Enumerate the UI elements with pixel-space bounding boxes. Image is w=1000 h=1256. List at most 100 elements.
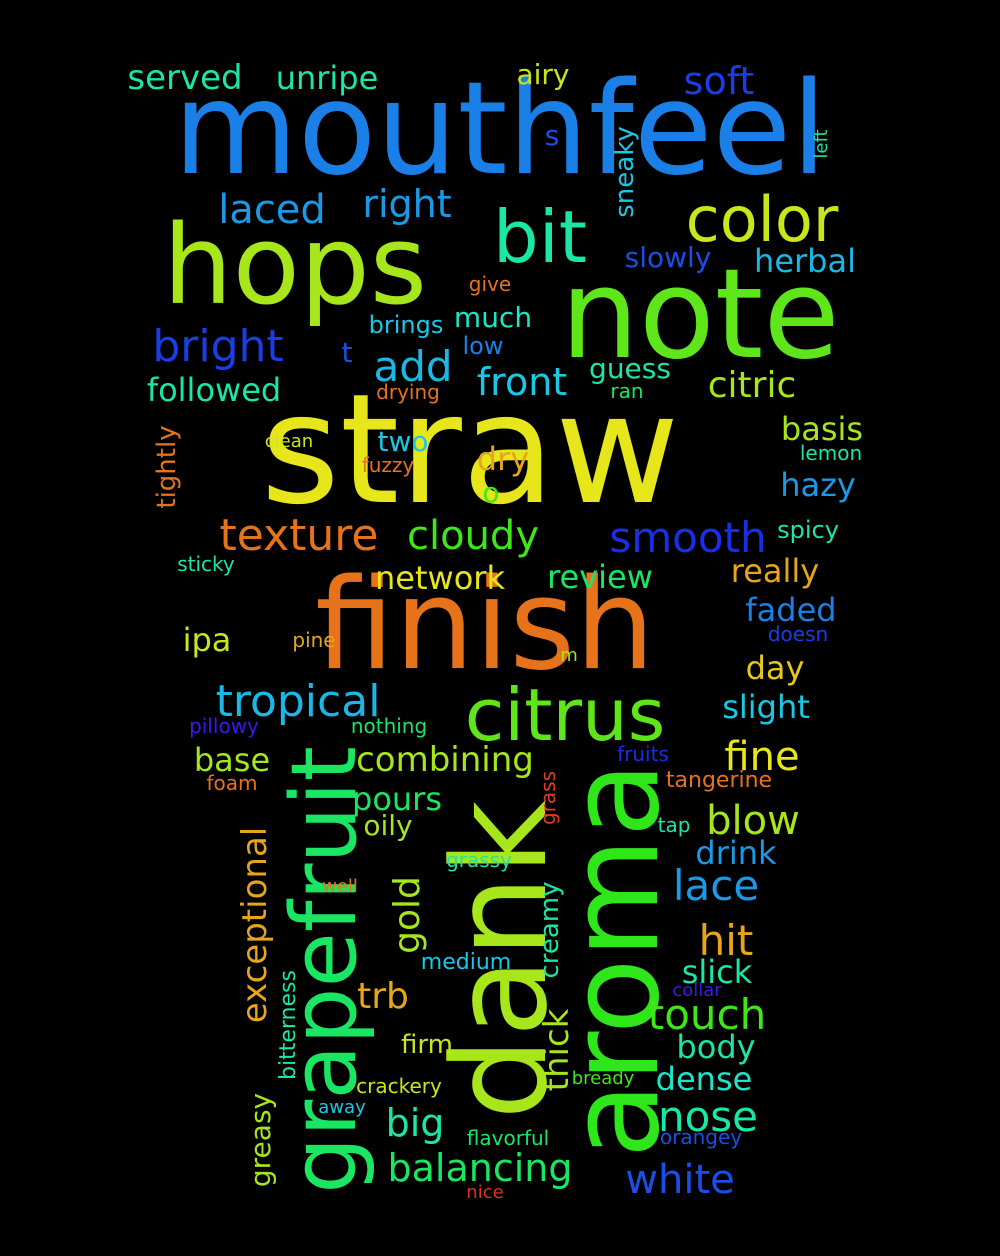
word-served: served xyxy=(127,58,243,98)
word-collar: collar xyxy=(672,980,722,1001)
word-body: body xyxy=(676,1028,756,1066)
word-fine: fine xyxy=(724,734,800,780)
word-o: o xyxy=(482,476,500,509)
word-ipa: ipa xyxy=(182,621,232,659)
word-pine: pine xyxy=(292,628,336,652)
word-note: note xyxy=(560,243,840,387)
word-review: review xyxy=(547,558,653,596)
word-brings: brings xyxy=(368,311,444,339)
word-medium: medium xyxy=(420,950,512,975)
word-two: two xyxy=(377,425,429,458)
word-right: right xyxy=(362,182,452,226)
word-front: front xyxy=(476,360,568,404)
word-hops: hops xyxy=(162,201,428,329)
word-sneaky: sneaky xyxy=(610,126,640,218)
word-citric: citric xyxy=(707,365,797,406)
word-slight: slight xyxy=(722,688,810,726)
word-basis: basis xyxy=(780,410,864,448)
word-ran: ran xyxy=(610,379,644,403)
word-fuzzy: fuzzy xyxy=(361,453,415,477)
word-pillowy: pillowy xyxy=(189,714,259,738)
word-bit: bit xyxy=(493,195,587,279)
word-hazy: hazy xyxy=(780,466,856,504)
word-dry: dry xyxy=(476,440,530,478)
word-drink: drink xyxy=(695,834,777,872)
word-t: t xyxy=(341,336,353,369)
word-orangey: orangey xyxy=(659,1125,743,1149)
word-hit: hit xyxy=(698,916,754,965)
word-give: give xyxy=(468,272,512,296)
word-finish: finish xyxy=(315,551,655,698)
word-add: add xyxy=(373,342,453,391)
word-unripe: unripe xyxy=(275,59,379,97)
word-fruits: fruits xyxy=(617,742,669,766)
word-network: network xyxy=(375,559,505,597)
word-smooth: smooth xyxy=(609,513,767,562)
word-clean: clean xyxy=(264,431,314,452)
word-straw: straw xyxy=(260,361,680,538)
word-bready: bready xyxy=(571,1068,635,1089)
word-balancing: balancing xyxy=(387,1146,573,1190)
word-slowly: slowly xyxy=(624,241,712,274)
word-spicy: spicy xyxy=(777,516,839,544)
word-pours: pours xyxy=(352,780,442,818)
word-crackery: crackery xyxy=(356,1074,442,1098)
word-slick: slick xyxy=(681,953,753,991)
word-really: really xyxy=(730,552,820,590)
word-tropical: tropical xyxy=(215,676,381,727)
word-grass: grass xyxy=(536,770,560,826)
word-drying: drying xyxy=(376,380,440,404)
word-s: s xyxy=(544,119,560,152)
word-airy: airy xyxy=(516,58,570,91)
word-touch: touch xyxy=(647,990,767,1039)
word-nice: nice xyxy=(466,1182,504,1203)
word-nose: nose xyxy=(657,1092,759,1141)
word-gold: gold xyxy=(387,876,428,954)
word-base: base xyxy=(193,741,271,779)
word-laced: laced xyxy=(218,187,326,233)
word-white: white xyxy=(625,1157,735,1203)
word-well: well xyxy=(322,876,358,897)
word-lemon: lemon xyxy=(799,441,863,465)
word-combining: combining xyxy=(356,740,534,780)
word-bright: bright xyxy=(152,321,284,372)
word-mouthfeel: mouthfeel xyxy=(173,55,827,204)
word-away: away xyxy=(318,1097,366,1118)
word-much: much xyxy=(453,301,533,334)
word-texture: texture xyxy=(219,510,379,561)
word-citrus: citrus xyxy=(464,673,666,757)
word-color: color xyxy=(685,183,839,256)
word-firm: firm xyxy=(401,1030,453,1060)
word-greasy: greasy xyxy=(244,1092,277,1188)
word-blow: blow xyxy=(706,798,800,844)
word-soft: soft xyxy=(683,59,755,103)
word-grassy: grassy xyxy=(446,848,512,872)
word-tightly: tightly xyxy=(152,425,182,509)
word-exceptional: exceptional xyxy=(235,826,275,1024)
word-sticky: sticky xyxy=(177,552,235,576)
word-tap: tap xyxy=(657,813,691,837)
word-creamy: creamy xyxy=(535,881,565,979)
word-doesn: doesn xyxy=(767,622,829,646)
word-low: low xyxy=(462,332,504,360)
word-trb: trb xyxy=(357,976,409,1017)
word-foam: foam xyxy=(206,771,258,795)
word-cloudy: cloudy xyxy=(407,513,539,559)
word-faded: faded xyxy=(745,591,837,629)
word-big: big xyxy=(385,1101,445,1145)
word-day: day xyxy=(745,649,805,687)
word-m: m xyxy=(560,645,578,666)
word-dense: dense xyxy=(655,1060,753,1098)
word-guess: guess xyxy=(589,352,671,385)
word-nothing: nothing xyxy=(350,714,428,738)
word-lace: lace xyxy=(672,861,760,910)
word-thick: thick xyxy=(537,1008,577,1092)
word-bitterness: bitterness xyxy=(276,970,301,1080)
word-flavorful: flavorful xyxy=(466,1126,550,1150)
word-left: left xyxy=(811,129,832,159)
word-oily: oily xyxy=(363,809,413,842)
word-herbal: herbal xyxy=(754,242,856,280)
word-followed: followed xyxy=(146,371,282,409)
word-tangerine: tangerine xyxy=(665,768,773,793)
